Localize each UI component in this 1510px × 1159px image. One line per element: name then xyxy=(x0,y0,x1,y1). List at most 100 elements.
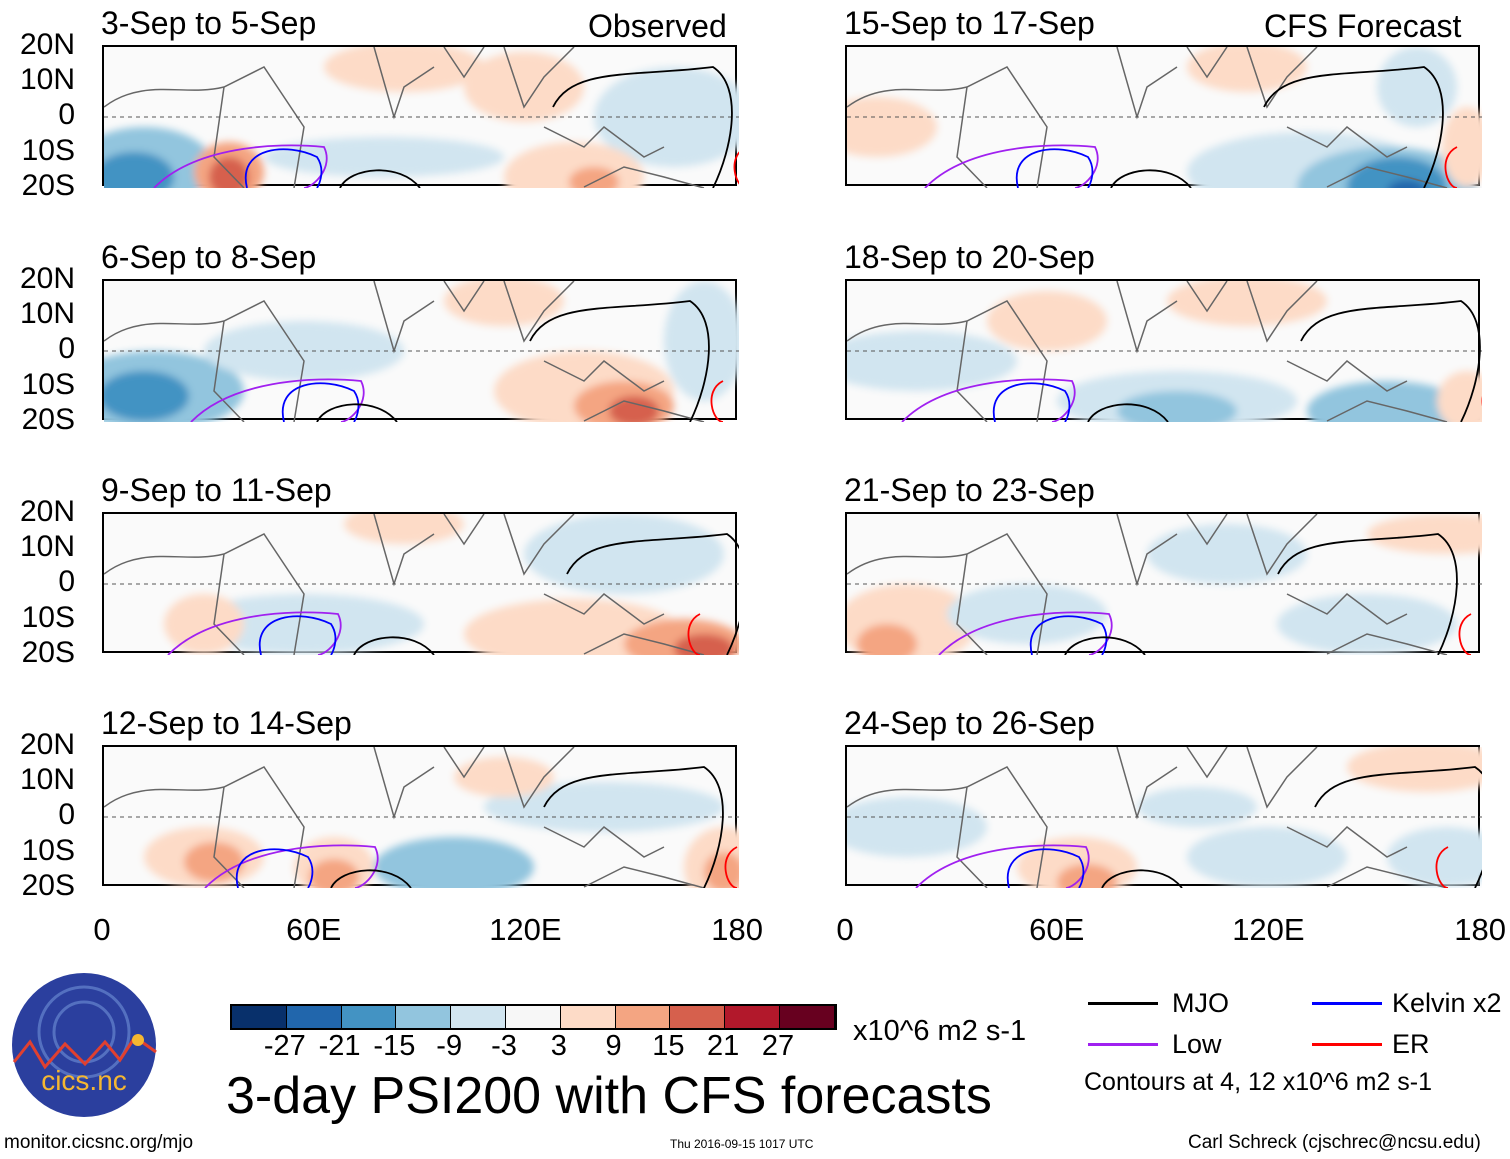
footer-timestamp: Thu 2016-09-15 1017 UTC xyxy=(670,1137,814,1151)
contour-line xyxy=(1087,403,1169,422)
y-tick-label: 10N xyxy=(19,763,75,797)
legend-er-line xyxy=(1312,1043,1382,1046)
colorbar-swatch xyxy=(725,1006,780,1028)
y-tick-label: 20S xyxy=(21,402,75,436)
contour-line xyxy=(167,611,342,655)
map-field xyxy=(104,514,739,655)
panel-title: 12-Sep to 14-Sep xyxy=(101,705,352,741)
colorbar-label: -3 xyxy=(491,1030,517,1062)
contour-line xyxy=(190,378,365,422)
contour-line xyxy=(901,378,1076,422)
contour-line xyxy=(353,636,435,655)
contour-line xyxy=(1300,300,1481,422)
contour-line xyxy=(1435,846,1449,888)
contour-line xyxy=(915,844,1090,888)
contour-line xyxy=(1029,615,1108,655)
contour-line xyxy=(244,148,323,188)
contour-line xyxy=(1263,66,1444,188)
svg-text:cics.nc: cics.nc xyxy=(41,1065,127,1096)
colorbar-label: 15 xyxy=(652,1030,685,1062)
x-tick-label: 0 xyxy=(836,912,854,947)
coastline xyxy=(104,47,705,188)
colorbar-swatch xyxy=(779,1006,835,1028)
contour-line xyxy=(1064,636,1146,655)
y-tick-label: 20S xyxy=(21,635,75,669)
legend-mjo-line xyxy=(1088,1002,1158,1005)
map-field xyxy=(104,281,739,422)
coastline xyxy=(104,747,705,888)
x-tick-label: 180 xyxy=(1454,912,1506,947)
contour-line xyxy=(1015,148,1094,188)
panel-title: 24-Sep to 26-Sep xyxy=(844,705,1095,741)
y-tick-label: 0 xyxy=(58,565,75,599)
y-tick-label: 0 xyxy=(58,332,75,366)
contour-line xyxy=(1006,848,1085,888)
colorbar xyxy=(230,1004,837,1030)
colorbar-swatch xyxy=(560,1006,616,1028)
panel-title: 9-Sep to 11-Sep xyxy=(101,472,332,508)
y-tick-label: 20S xyxy=(21,868,75,902)
x-tick-label: 60E xyxy=(1029,912,1085,947)
colorbar-swatch xyxy=(396,1006,452,1028)
panel-title: 3-Sep to 5-Sep xyxy=(101,5,317,41)
contour-line xyxy=(153,144,328,188)
contour-line xyxy=(235,848,314,888)
map-field xyxy=(104,747,739,888)
contour-line xyxy=(733,151,739,185)
contour-line xyxy=(543,766,724,888)
forecast-label: CFS Forecast xyxy=(1264,8,1462,44)
contour-line xyxy=(924,144,1099,188)
contour-line xyxy=(316,403,398,422)
colorbar-label: -9 xyxy=(436,1030,463,1062)
y-tick-label: 0 xyxy=(58,98,75,132)
colorbar-swatch xyxy=(615,1006,671,1028)
contour-line xyxy=(281,382,360,422)
contours-note: Contours at 4, 12 x10^6 m2 s-1 xyxy=(1084,1068,1433,1096)
colorbar-label: 9 xyxy=(605,1030,622,1062)
x-tick-label: 0 xyxy=(93,912,111,947)
contour-line xyxy=(1314,766,1482,888)
contour-line xyxy=(339,169,421,188)
contour-line xyxy=(1101,869,1183,888)
y-tick-label: 20S xyxy=(21,168,75,202)
map-panel xyxy=(845,279,1482,422)
colorbar-label: -15 xyxy=(373,1030,416,1062)
contour-line xyxy=(992,382,1071,422)
map-panel xyxy=(845,45,1482,188)
map-panel xyxy=(845,512,1482,655)
x-tick-label: 120E xyxy=(1232,912,1305,947)
map-field xyxy=(847,747,1482,888)
map-field xyxy=(104,47,739,188)
map-field xyxy=(847,281,1482,422)
map-panel xyxy=(845,745,1482,888)
x-tick-label: 60E xyxy=(286,912,342,947)
colorbar-swatch xyxy=(232,1006,287,1028)
colorbar-label: 27 xyxy=(761,1030,795,1062)
colorbar-label: -27 xyxy=(263,1030,306,1062)
y-tick-label: 20N xyxy=(19,495,75,528)
footer-url[interactable]: monitor.cicsnc.org/mjo xyxy=(4,1132,194,1153)
contour-line xyxy=(1110,169,1192,188)
legend-low: Low xyxy=(1172,1029,1222,1059)
y-tick-label: 10N xyxy=(19,297,75,331)
coastline xyxy=(847,747,1448,888)
map-panel xyxy=(102,745,739,888)
legend-kelvin: Kelvin x2 xyxy=(1392,988,1502,1018)
coastline xyxy=(847,514,1448,655)
panel-title: 15-Sep to 17-Sep xyxy=(844,5,1095,41)
colorbar-label: 21 xyxy=(707,1030,740,1062)
y-tick-label: 10N xyxy=(19,63,75,97)
contour-line xyxy=(710,380,724,422)
y-tick-label: 0 xyxy=(58,798,75,832)
x-tick-label: 120E xyxy=(489,912,562,947)
contour-line xyxy=(687,613,701,655)
cicsnc-logo: cics.nc xyxy=(12,973,157,1117)
coastline xyxy=(104,281,705,422)
y-tick-label: 20N xyxy=(19,28,75,61)
footer-author: Carl Schreck (cjschrec@ncsu.edu) xyxy=(1188,1132,1481,1153)
contour-line xyxy=(552,66,733,188)
contour-line xyxy=(1277,533,1458,655)
y-tick-label: 10S xyxy=(21,133,75,167)
panel-title: 6-Sep to 8-Sep xyxy=(101,239,317,275)
